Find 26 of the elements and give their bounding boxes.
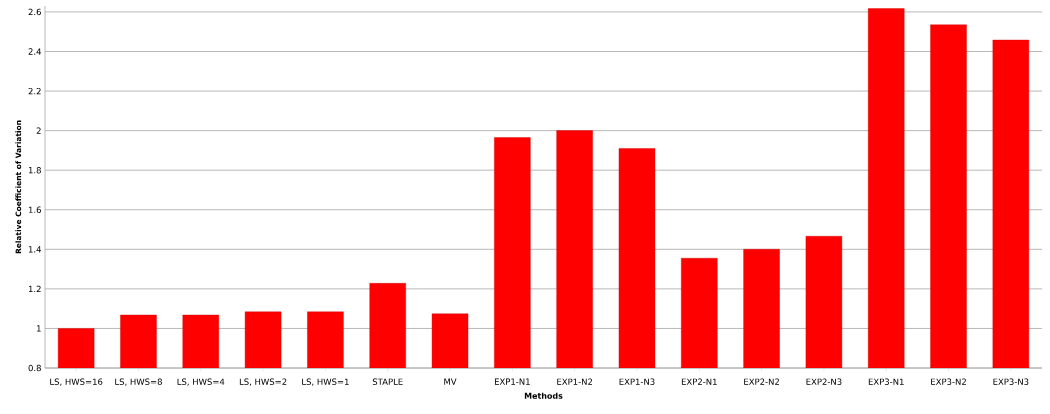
x-tick-label: MV <box>444 378 457 385</box>
x-tick-label: LS, HWS=2 <box>239 378 287 386</box>
x-tick-label: EXP1-N2 <box>557 378 593 385</box>
y-tick-label: 1.6 <box>28 206 41 213</box>
x-tick-label: EXP3-N1 <box>868 378 904 385</box>
x-tick-label: EXP1-N3 <box>619 378 655 385</box>
x-tick-label: LS, HWS=8 <box>115 378 162 386</box>
y-tick-label: 2.6 <box>28 8 41 16</box>
x-tick-label: EXP3-N2 <box>931 378 966 385</box>
y-tick-label: 1.2 <box>28 285 41 293</box>
y-tick-label: 2.2 <box>28 87 41 95</box>
x-tick-label: EXP2-N1 <box>681 378 717 385</box>
x-tick-label: LS, HWS=1 <box>302 378 349 386</box>
x-tick-label: EXP2-N2 <box>744 378 779 385</box>
x-tick-label: LS, HWS=16 <box>50 378 103 386</box>
x-tick-label: LS, HWS=4 <box>177 378 225 386</box>
y-tick-label: 2 <box>36 127 41 134</box>
y-tick-label: 1.8 <box>28 166 41 174</box>
y-tick-label: 1 <box>37 325 41 332</box>
x-tick-label: EXP1-N1 <box>494 378 530 385</box>
y-tick-label: 2.4 <box>28 48 41 55</box>
x-tick-label: EXP2-N3 <box>806 378 842 385</box>
x-tick-label: EXP3-N3 <box>993 378 1029 385</box>
y-tick-label: 1.4 <box>28 246 41 253</box>
y-tick-label: 0.8 <box>28 364 41 372</box>
x-tick-label: STAPLE <box>372 378 403 385</box>
